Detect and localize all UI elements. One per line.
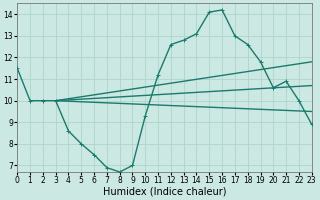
- X-axis label: Humidex (Indice chaleur): Humidex (Indice chaleur): [103, 187, 226, 197]
